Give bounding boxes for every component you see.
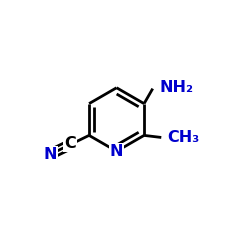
Text: N: N <box>43 147 57 162</box>
Text: CH₃: CH₃ <box>168 130 200 145</box>
Text: N: N <box>110 144 123 159</box>
Text: NH₂: NH₂ <box>160 80 194 95</box>
Text: C: C <box>64 136 76 152</box>
